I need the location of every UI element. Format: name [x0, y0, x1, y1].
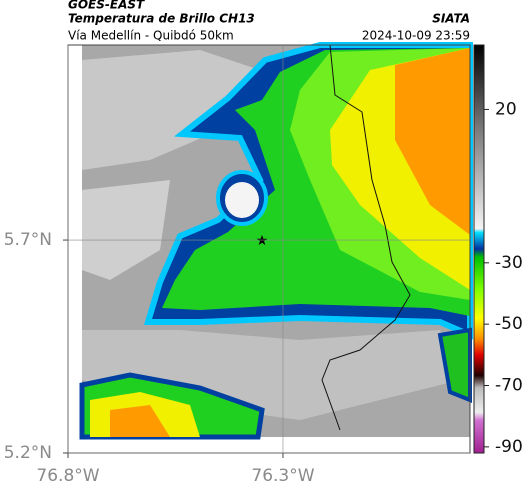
x-tick-label: 76.3°W	[251, 466, 314, 486]
x-tick-label: 76.8°W	[36, 466, 99, 486]
colorbar	[473, 44, 485, 454]
y-tick-label: 5.7°N	[4, 230, 52, 250]
colorbar-tick-label: -30	[495, 253, 523, 273]
colorbar-tick-label: 20	[495, 99, 517, 119]
subtitle: Vía Medellín - Quibdó 50km	[68, 29, 234, 43]
map-image: ★	[68, 42, 473, 453]
source: GOES-EAST	[68, 0, 145, 12]
colorbar-tick-label: -70	[495, 376, 523, 396]
title: Temperatura de Brillo CH13	[68, 12, 255, 26]
svg-text:★: ★	[256, 233, 269, 249]
colorbar-tick-label: -50	[495, 314, 523, 334]
timestamp: 2024-10-09 23:59	[362, 29, 470, 43]
colorbar-tick-label: -90	[495, 437, 523, 457]
y-tick-label: 5.2°N	[4, 443, 52, 463]
org: SIATA	[432, 12, 470, 26]
